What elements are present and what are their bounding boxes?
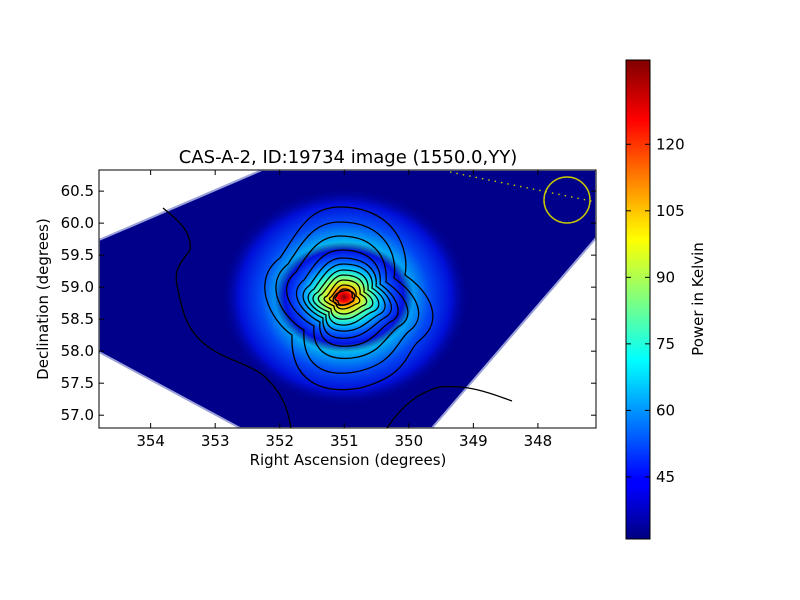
- x-axis: 354 353 352 351 350 349 348: [136, 170, 552, 450]
- colorbar-tick-label: 75: [656, 335, 675, 353]
- contour-line: [386, 385, 513, 428]
- contour-line: [328, 284, 361, 310]
- contour-line: [307, 263, 386, 332]
- y-tick-label: 59.5: [61, 246, 94, 264]
- axes-frame: [98, 169, 597, 429]
- y-tick-label: 57.5: [61, 374, 94, 392]
- x-axis-label: Right Ascension (degrees): [250, 451, 447, 469]
- colorbar-tick-label: 60: [656, 401, 675, 419]
- contour-lines: [162, 206, 513, 428]
- x-tick-label: 353: [201, 432, 230, 450]
- colorbar-tick-label: 120: [656, 135, 685, 153]
- contour-line: [264, 206, 434, 391]
- contour-line: [302, 257, 393, 339]
- x-tick-label: 351: [330, 432, 359, 450]
- y-axis: 57.0 57.5 58.0 58.5 59.0 59.5 60.0 60.5: [61, 182, 596, 424]
- contour-line: [332, 290, 356, 306]
- x-tick-label: 352: [265, 432, 294, 450]
- y-tick-label: 60.5: [61, 182, 94, 200]
- x-tick-label: 350: [394, 432, 423, 450]
- beam-marker-line: [449, 171, 597, 203]
- plot-area: [99, 170, 596, 428]
- contour-line: [317, 274, 374, 320]
- colorbar-tick-label: 45: [656, 468, 675, 486]
- y-tick-label: 58.5: [61, 310, 94, 328]
- x-tick-label: 354: [136, 432, 165, 450]
- x-tick-label: 349: [459, 432, 488, 450]
- contour-line: [323, 279, 368, 315]
- y-tick-label: 58.0: [61, 342, 94, 360]
- colorbar: [625, 59, 651, 540]
- chart-title: CAS-A-2, ID:19734 image (1550.0,YY): [179, 147, 517, 168]
- colorbar-tick-label: 105: [656, 202, 685, 220]
- colorbar-label: Power in Kelvin: [689, 242, 707, 356]
- contour-line: [312, 269, 380, 326]
- x-tick-label: 348: [524, 432, 553, 450]
- colorbar-tick-label: 90: [656, 268, 675, 286]
- contour-line: [295, 249, 399, 347]
- y-tick-label: 57.0: [61, 406, 94, 424]
- contour-line: [275, 221, 420, 374]
- beam-marker: [449, 171, 597, 224]
- y-tick-label: 59.0: [61, 278, 94, 296]
- y-tick-label: 60.0: [61, 214, 94, 232]
- colorbar-ticks: 45 60 75 90 105 120: [626, 135, 685, 486]
- y-axis-label: Declination (degrees): [34, 218, 52, 380]
- contour-line: [162, 207, 292, 428]
- beam-marker-circle: [543, 176, 591, 224]
- contour-line: [285, 235, 409, 360]
